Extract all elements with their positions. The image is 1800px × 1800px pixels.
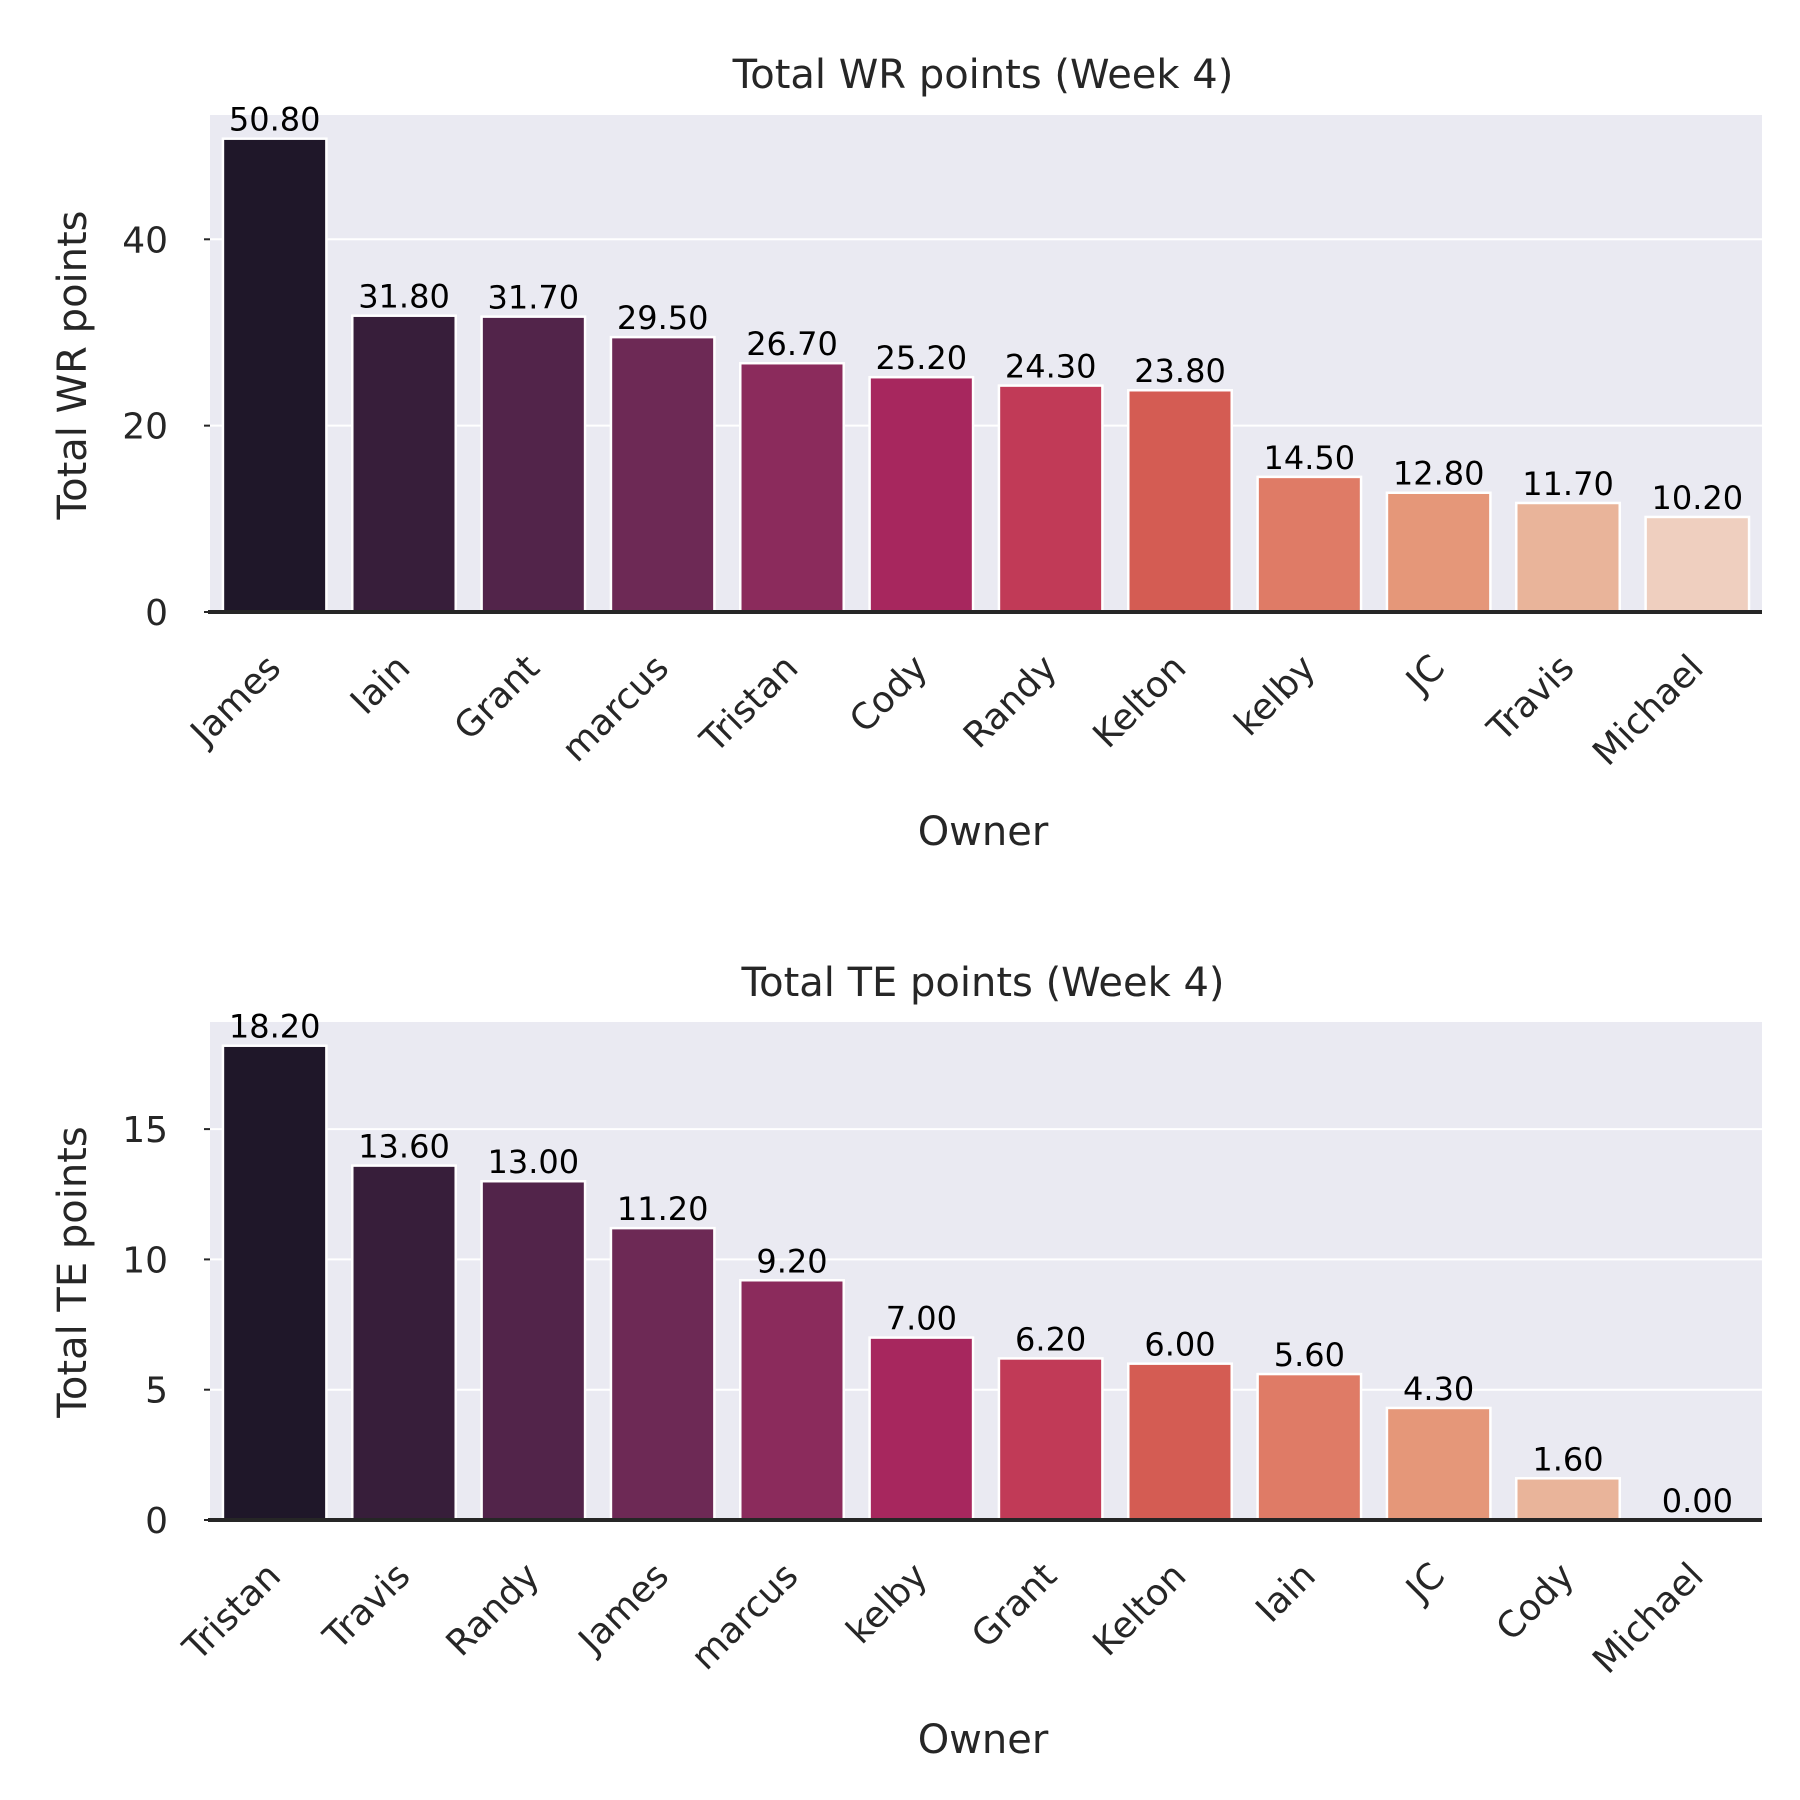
bar bbox=[351, 314, 457, 614]
x-tick-label: JC bbox=[1397, 647, 1453, 703]
x-tick-label: Grant bbox=[964, 1555, 1065, 1656]
bar-value-label: 5.60 bbox=[1274, 1336, 1345, 1374]
bar-value-label: 13.60 bbox=[358, 1128, 450, 1166]
y-tick-label: 15 bbox=[122, 1110, 168, 1151]
x-tick-label: Kelton bbox=[1086, 647, 1195, 756]
y-tick-label: 40 bbox=[122, 220, 168, 261]
bar bbox=[868, 375, 975, 614]
x-tick-label: marcus bbox=[684, 1555, 807, 1678]
bar bbox=[351, 1164, 457, 1522]
chart-title: Total TE points (Week 4) bbox=[740, 960, 1224, 1006]
y-tick-label: 0 bbox=[145, 1501, 168, 1542]
x-tick-label: Tristan bbox=[692, 647, 806, 761]
bar bbox=[739, 361, 845, 614]
x-tick-label: Michael bbox=[1585, 1555, 1711, 1681]
bar bbox=[480, 315, 587, 614]
x-tick-label: Kelton bbox=[1086, 1555, 1195, 1664]
bar bbox=[1515, 501, 1621, 614]
bar-value-label: 50.80 bbox=[229, 101, 321, 139]
bar-value-label: 18.20 bbox=[229, 1008, 321, 1046]
x-tick-label: kelby bbox=[839, 1555, 936, 1652]
plot-background bbox=[210, 1022, 1762, 1520]
bar bbox=[1385, 1406, 1492, 1522]
x-tick-label: Cody bbox=[1489, 1555, 1583, 1649]
plot-area: 0 20 40 50.80 James 31.80 Iain 31.70 Grant 29.50 m… bbox=[122, 101, 1762, 774]
bar bbox=[221, 137, 328, 614]
x-tick-label: Tristan bbox=[175, 1555, 289, 1669]
bar-value-label: 24.30 bbox=[1005, 348, 1097, 386]
bar bbox=[1256, 475, 1363, 614]
bar-value-label: 7.00 bbox=[886, 1300, 957, 1338]
y-axis-label: Total WR points bbox=[50, 210, 96, 520]
bar-value-label: 29.50 bbox=[617, 299, 709, 337]
y-tick-label: 0 bbox=[145, 593, 168, 634]
x-tick-label: marcus bbox=[554, 647, 677, 770]
plot-area: 0 5 10 15 18.20 Tristan 13.60 Travis 13.00 Randy 1… bbox=[122, 1008, 1762, 1682]
bar bbox=[221, 1044, 328, 1522]
x-axis-label: Owner bbox=[918, 1717, 1049, 1763]
bar-value-label: 4.30 bbox=[1403, 1370, 1474, 1408]
bar bbox=[1127, 1362, 1233, 1522]
bar bbox=[480, 1179, 587, 1522]
bar bbox=[739, 1279, 845, 1522]
bar bbox=[609, 335, 716, 614]
x-tick-label: JC bbox=[1397, 1555, 1453, 1611]
x-tick-label: Travis bbox=[1479, 647, 1582, 750]
bar-value-label: 14.50 bbox=[1264, 439, 1356, 477]
bar-value-label: 12.80 bbox=[1393, 455, 1485, 493]
x-tick-label: Iain bbox=[1248, 1555, 1323, 1630]
x-tick-label: kelby bbox=[1227, 647, 1324, 744]
x-tick-label: James bbox=[182, 647, 289, 754]
bar-value-label: 6.00 bbox=[1144, 1326, 1215, 1364]
bar-value-label: 31.70 bbox=[488, 279, 580, 317]
bar bbox=[997, 1357, 1104, 1522]
bar-value-label: 11.70 bbox=[1522, 465, 1614, 503]
bar bbox=[1256, 1372, 1363, 1522]
x-tick-label: Grant bbox=[447, 647, 548, 748]
x-tick-label: Iain bbox=[343, 647, 418, 722]
x-tick-label: Michael bbox=[1585, 647, 1711, 773]
y-tick-label: 10 bbox=[122, 1240, 168, 1281]
bar bbox=[1515, 1477, 1621, 1522]
bar-value-label: 23.80 bbox=[1134, 352, 1226, 390]
bar bbox=[1385, 491, 1492, 614]
chart-title: Total WR points (Week 4) bbox=[732, 52, 1234, 98]
bar-value-label: 26.70 bbox=[746, 325, 838, 363]
bar-value-label: 0.00 bbox=[1662, 1482, 1733, 1520]
bar bbox=[609, 1226, 716, 1522]
x-axis-label: Owner bbox=[918, 809, 1049, 855]
bar-value-label: 10.20 bbox=[1652, 479, 1744, 517]
x-tick-label: James bbox=[570, 1555, 677, 1662]
x-tick-label: Randy bbox=[956, 647, 1065, 756]
bar bbox=[868, 1336, 975, 1522]
bar-value-label: 9.20 bbox=[756, 1242, 827, 1280]
x-tick-label: Travis bbox=[315, 1555, 418, 1658]
bar-value-label: 11.20 bbox=[617, 1190, 709, 1228]
bar bbox=[997, 384, 1104, 614]
bar-value-label: 6.20 bbox=[1015, 1320, 1086, 1358]
plot-background bbox=[210, 115, 1762, 612]
wr-points-chart: 0 20 40 50.80 James 31.80 Iain 31.70 Grant 29.50 m… bbox=[50, 52, 1762, 855]
y-tick-label: 20 bbox=[122, 407, 168, 448]
y-tick-label: 5 bbox=[145, 1371, 168, 1412]
y-axis-label: Total TE points bbox=[50, 1126, 96, 1418]
te-points-chart: 0 5 10 15 18.20 Tristan 13.60 Travis 13.00 Randy 1… bbox=[50, 960, 1762, 1763]
bar-value-label: 25.20 bbox=[876, 339, 968, 377]
bar bbox=[1127, 388, 1233, 614]
bar-value-label: 13.00 bbox=[488, 1143, 580, 1181]
x-tick-label: Randy bbox=[439, 1555, 548, 1664]
bar-value-label: 1.60 bbox=[1532, 1440, 1603, 1478]
x-tick-label: Cody bbox=[842, 647, 936, 741]
bar bbox=[1644, 515, 1751, 614]
bar-value-label: 31.80 bbox=[358, 278, 450, 316]
